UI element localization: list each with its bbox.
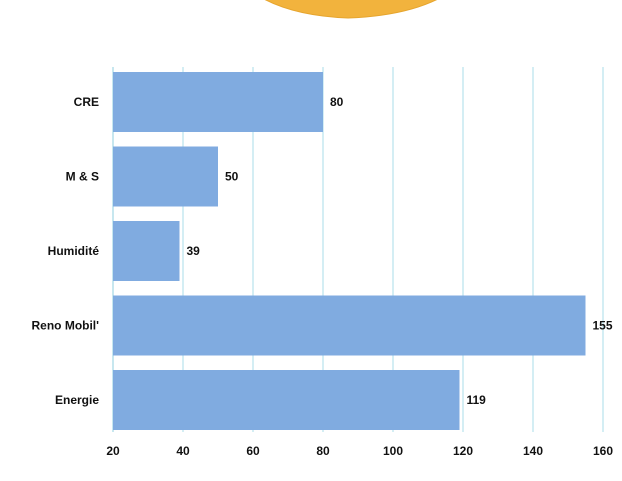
bar (113, 146, 218, 207)
x-tick-label: 40 (176, 444, 190, 458)
bar (113, 221, 180, 281)
x-tick-label: 100 (383, 444, 403, 458)
category-label: Energie (55, 393, 99, 407)
x-tick-label: 60 (246, 444, 260, 458)
x-tick-label: 80 (316, 444, 330, 458)
x-tick-label: 20 (106, 444, 120, 458)
category-label: Humidité (48, 244, 100, 258)
category-label: CRE (74, 95, 99, 109)
x-tick-label: 140 (523, 444, 543, 458)
value-label: 155 (593, 319, 613, 333)
labels: 20 40 60 80 100 120 140 160 CRE 80 M & S 50 Humidité… (31, 95, 613, 458)
value-label: 50 (225, 170, 239, 184)
bar (113, 72, 323, 132)
value-label: 80 (330, 95, 344, 109)
bar (113, 295, 586, 356)
x-tick-label: 160 (593, 444, 613, 458)
category-label: M & S (66, 170, 99, 184)
top-decoration-circle (264, 0, 437, 19)
bar (113, 370, 460, 430)
category-label: Reno Mobil' (31, 319, 99, 333)
value-label: 39 (187, 244, 201, 258)
value-label: 119 (467, 393, 487, 407)
x-tick-label: 120 (453, 444, 473, 458)
bars (113, 72, 586, 430)
